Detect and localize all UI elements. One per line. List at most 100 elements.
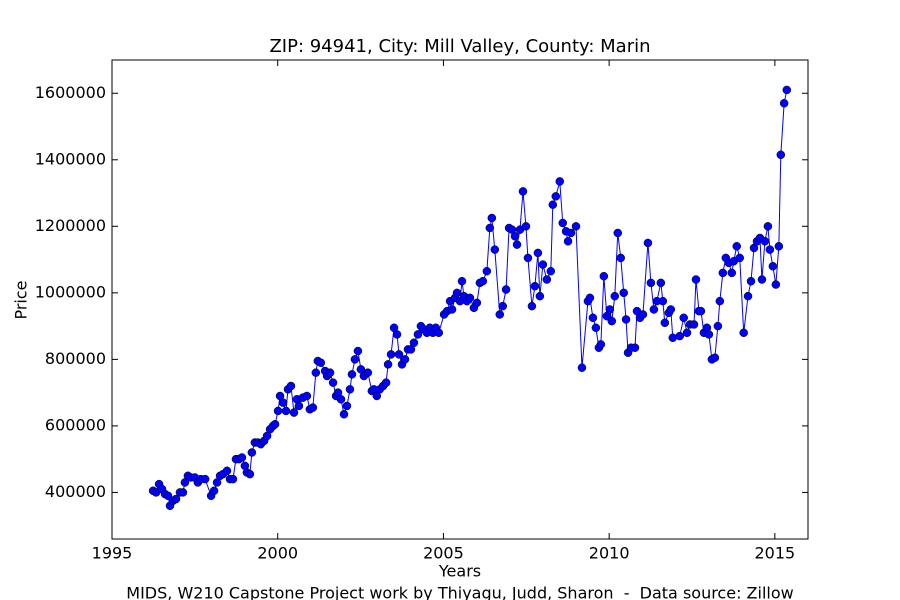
data-point	[336, 395, 346, 404]
data-point	[577, 363, 587, 372]
x-tick-label: 1995	[92, 544, 133, 563]
data-point	[616, 253, 625, 263]
data-point	[739, 328, 748, 338]
x-tick-label: 2010	[589, 544, 630, 563]
data-point	[771, 280, 781, 289]
data-point	[452, 288, 462, 298]
data-point	[530, 281, 540, 291]
data-point	[746, 276, 756, 286]
data-point	[675, 331, 684, 341]
data-point	[311, 368, 321, 377]
data-point	[656, 278, 666, 288]
y-tick-label: 600000	[45, 415, 106, 434]
data-point	[465, 293, 475, 303]
data-point	[630, 343, 640, 352]
data-point	[353, 346, 363, 356]
x-tick-label: 2015	[754, 544, 795, 563]
data-point	[237, 453, 247, 462]
data-point	[668, 333, 678, 343]
data-point	[727, 268, 737, 278]
data-point	[535, 291, 545, 301]
data-point	[512, 240, 522, 249]
data-point	[478, 276, 488, 286]
data-point	[566, 228, 576, 238]
data-point	[286, 381, 296, 391]
data-point	[392, 330, 402, 339]
data-point	[386, 350, 396, 359]
data-point	[779, 98, 789, 108]
data-point	[613, 228, 623, 238]
data-point	[718, 268, 728, 278]
data-point	[763, 222, 773, 231]
data-point	[328, 378, 338, 387]
y-tick-label: 1000000	[35, 282, 106, 301]
data-point	[682, 328, 692, 338]
data-point	[345, 385, 355, 394]
y-axis-label: Price	[12, 280, 31, 319]
data-point	[339, 410, 349, 419]
data-point	[563, 237, 573, 246]
data-point	[518, 187, 528, 196]
data-point	[619, 288, 628, 298]
data-point	[498, 301, 508, 311]
data-point	[546, 266, 556, 276]
chart-title: ZIP: 94941, City: Mill Valley, County: M…	[269, 36, 650, 57]
data-point	[646, 278, 656, 288]
data-point	[689, 320, 699, 329]
data-point	[383, 360, 393, 369]
y-tick-label: 800000	[45, 349, 106, 368]
data-point	[495, 310, 505, 319]
data-point	[551, 192, 561, 201]
data-point	[610, 291, 620, 301]
data-point	[638, 310, 648, 319]
data-point	[510, 232, 520, 241]
data-point	[302, 391, 312, 401]
data-point	[774, 242, 784, 251]
data-point	[713, 321, 723, 331]
data-point	[776, 150, 786, 160]
data-point	[434, 328, 444, 338]
data-point	[270, 419, 280, 429]
data-point	[447, 305, 457, 314]
data-point	[289, 408, 299, 417]
data-point	[760, 237, 770, 246]
data-point	[245, 469, 255, 479]
data-point	[660, 318, 670, 328]
data-point	[394, 350, 404, 359]
data-point	[542, 275, 552, 284]
data-point	[209, 486, 219, 496]
data-point	[501, 285, 511, 294]
x-tick-label: 2005	[423, 544, 464, 563]
data-point	[222, 466, 232, 476]
x-tick-label: 2000	[257, 544, 298, 563]
plot-frame	[111, 59, 809, 540]
data-point	[308, 403, 318, 412]
data-point	[523, 253, 533, 263]
data-point	[732, 242, 741, 251]
data-point	[548, 200, 558, 209]
data-point	[643, 238, 653, 248]
data-point	[363, 368, 373, 377]
data-point	[596, 340, 606, 349]
data-point	[316, 358, 326, 367]
y-tick-label: 400000	[45, 482, 106, 501]
data-point	[585, 293, 595, 303]
data-point	[228, 474, 238, 484]
y-tick-label: 1200000	[35, 216, 106, 235]
data-point	[743, 291, 753, 301]
data-point	[178, 488, 188, 497]
data-point	[591, 323, 601, 333]
x-axis-label: Years	[438, 562, 481, 581]
data-point	[457, 276, 467, 286]
data-point	[521, 222, 531, 231]
data-point	[200, 474, 210, 484]
data-point	[409, 338, 419, 347]
data-point	[278, 398, 288, 407]
data-point	[782, 85, 792, 95]
data-point	[325, 368, 335, 377]
data-point	[691, 275, 701, 284]
data-point	[621, 315, 631, 324]
data-point	[649, 305, 659, 314]
